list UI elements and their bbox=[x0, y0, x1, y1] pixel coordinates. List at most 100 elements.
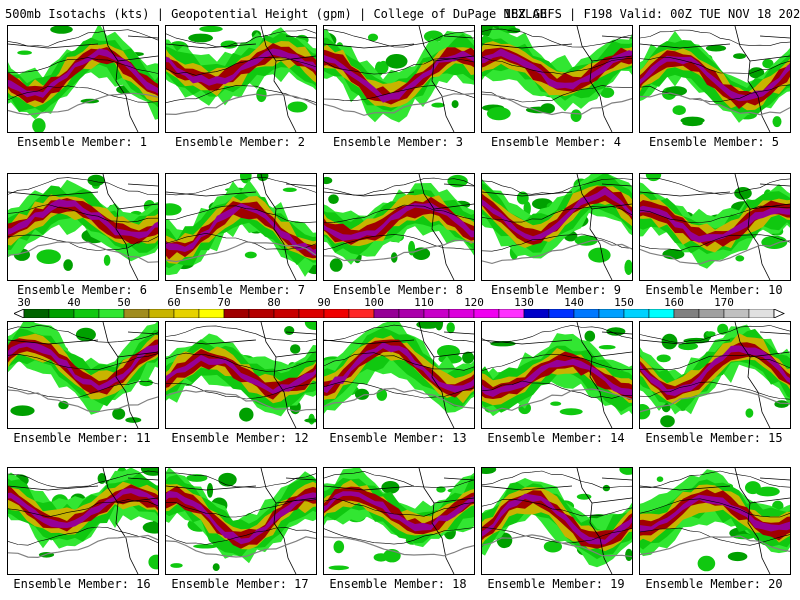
wind-speed-blob bbox=[10, 405, 35, 416]
wind-speed-blob bbox=[507, 27, 521, 34]
colorbar-swatches bbox=[14, 309, 785, 318]
wind-speed-blob bbox=[112, 408, 126, 420]
wind-speed-blob bbox=[772, 116, 782, 128]
wind-speed-blob bbox=[584, 330, 596, 342]
wind-speed-blob bbox=[103, 254, 111, 266]
coastline bbox=[640, 174, 790, 280]
wind-speed-blob bbox=[559, 408, 583, 416]
colorbar-swatch bbox=[273, 309, 300, 318]
height-contour bbox=[640, 177, 790, 195]
coastline bbox=[640, 468, 790, 574]
gray-height-contour bbox=[324, 536, 474, 557]
ensemble-map-panel bbox=[481, 173, 633, 281]
wind-speed-blob bbox=[600, 87, 615, 98]
wind-speed-blob bbox=[486, 107, 511, 121]
height-contour bbox=[166, 232, 316, 250]
height-contour bbox=[640, 234, 790, 252]
ensemble-map-panel bbox=[323, 321, 475, 429]
isotach-map bbox=[324, 322, 474, 428]
ensemble-map-panel bbox=[323, 173, 475, 281]
height-contour bbox=[166, 499, 316, 518]
ensemble-member-label: Ensemble Member: 10 bbox=[645, 283, 783, 297]
colorbar-swatch bbox=[423, 309, 450, 318]
height-contour bbox=[166, 472, 316, 489]
isotach-map bbox=[8, 468, 158, 574]
colorbar-swatch bbox=[73, 309, 100, 318]
wind-speed-blob bbox=[32, 118, 46, 132]
height-contour bbox=[640, 56, 790, 74]
gray-height-contour bbox=[166, 389, 316, 413]
wind-speed-blob bbox=[408, 240, 416, 256]
height-contour bbox=[324, 177, 474, 196]
wind-speed-blob bbox=[367, 33, 379, 42]
wind-speed-blob bbox=[550, 401, 562, 406]
wind-speed-blob bbox=[525, 106, 552, 114]
jet-stream-core bbox=[8, 342, 158, 391]
height-contour bbox=[482, 233, 632, 252]
jet-stream-core bbox=[166, 201, 316, 260]
height-contour bbox=[8, 499, 158, 518]
ensemble-member-label: Ensemble Member: 17 bbox=[171, 577, 309, 591]
ensemble-member-label: Ensemble Member: 15 bbox=[645, 431, 783, 445]
colorbar-tick-label: 30 bbox=[17, 296, 31, 309]
height-contour bbox=[640, 29, 790, 46]
run-valid-time: 18Z GEFS | F198 Valid: 00Z TUE NOV 18 20… bbox=[504, 7, 800, 21]
colorbar-swatch bbox=[448, 309, 475, 318]
height-contour bbox=[166, 352, 316, 372]
isotach-map bbox=[166, 174, 316, 280]
height-contour bbox=[482, 498, 632, 517]
ensemble-member-label: Ensemble Member: 12 bbox=[171, 431, 309, 445]
wind-speed-blob bbox=[543, 540, 562, 553]
coastline bbox=[8, 26, 158, 132]
coastline bbox=[482, 322, 632, 428]
ensemble-member-label: Ensemble Member: 9 bbox=[490, 283, 622, 297]
wind-speed-blob bbox=[125, 417, 142, 423]
wind-speed-blob bbox=[678, 342, 698, 351]
height-contour bbox=[482, 324, 632, 344]
colorbar-swatch bbox=[598, 309, 625, 318]
height-contour bbox=[8, 353, 158, 371]
isotach-map bbox=[640, 322, 790, 428]
colorbar-swatch bbox=[623, 309, 650, 318]
ensemble-map-panel bbox=[481, 25, 633, 133]
ensemble-map-panel bbox=[7, 467, 159, 575]
colorbar-swatch bbox=[373, 309, 400, 318]
jet-stream-core bbox=[482, 48, 632, 90]
colorbar-swatch bbox=[398, 309, 425, 318]
coastline bbox=[482, 26, 632, 132]
ensemble-member-label: Ensemble Member: 3 bbox=[332, 135, 464, 149]
ensemble-member-label: Ensemble Member: 7 bbox=[174, 283, 306, 297]
ensemble-member-label: Ensemble Member: 4 bbox=[490, 135, 622, 149]
wind-speed-blob bbox=[140, 468, 158, 476]
wind-speed-blob bbox=[63, 259, 73, 271]
jet-stream-core bbox=[640, 342, 790, 401]
height-contour bbox=[482, 206, 632, 223]
isotach-map bbox=[482, 322, 632, 428]
wind-speed-blob bbox=[446, 322, 455, 334]
wind-speed-blob bbox=[462, 351, 474, 364]
gray-height-contour bbox=[640, 535, 790, 556]
colorbar-swatch bbox=[548, 309, 575, 318]
isotach-map bbox=[324, 26, 474, 132]
wind-speed-blob bbox=[598, 345, 616, 350]
wind-speed-blob bbox=[304, 322, 316, 330]
height-contour bbox=[640, 354, 790, 371]
wind-speed-blob bbox=[36, 249, 61, 264]
height-contour bbox=[324, 234, 474, 250]
isotach-map bbox=[8, 26, 158, 132]
gray-height-contour bbox=[166, 241, 316, 263]
colorbar-swatch bbox=[473, 309, 500, 318]
ensemble-member-label: Ensemble Member: 5 bbox=[648, 135, 780, 149]
jet-stream-core bbox=[324, 491, 474, 532]
ensemble-member-label: Ensemble Member: 13 bbox=[329, 431, 467, 445]
wind-speed-blob bbox=[705, 331, 716, 337]
colorbar-tick-label: 120 bbox=[464, 296, 484, 309]
height-contour bbox=[482, 28, 632, 48]
isotach-map bbox=[166, 322, 316, 428]
jet-stream-core bbox=[324, 50, 474, 103]
wind-speed-blob bbox=[329, 258, 343, 272]
height-contour bbox=[166, 176, 316, 196]
colorbar-swatch bbox=[23, 309, 50, 318]
ensemble-member-label: Ensemble Member: 18 bbox=[329, 577, 467, 591]
height-contour bbox=[8, 470, 158, 488]
